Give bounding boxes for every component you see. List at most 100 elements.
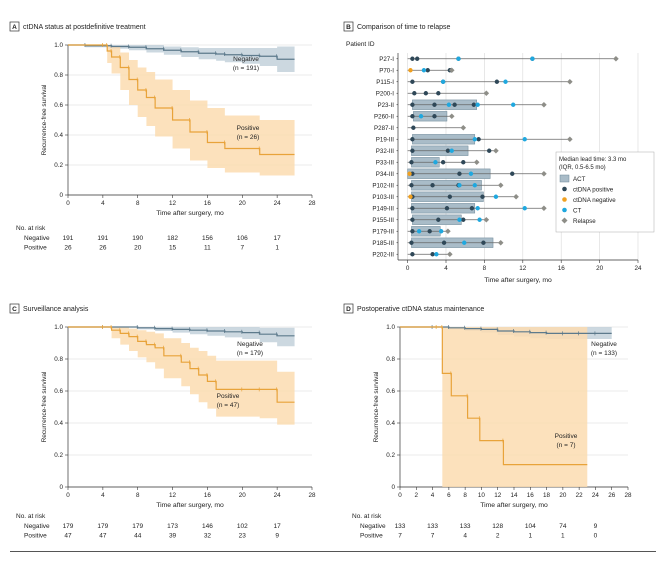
- x-tick-label: 20: [239, 200, 247, 207]
- km-curve-negative: [68, 44, 295, 60]
- legend-label: Relapse: [573, 218, 596, 225]
- x-tick-label: 8: [136, 200, 140, 207]
- relapse-marker: [567, 78, 573, 85]
- risk-count: 133: [395, 523, 406, 530]
- y-tick-label: 1.0: [54, 324, 63, 331]
- panel-letter: A: [12, 24, 17, 31]
- panel-title: ctDNA status at postdefinitive treatment: [23, 24, 146, 31]
- ctdna-positive-dot: [410, 79, 415, 84]
- legend-act-swatch: [559, 174, 570, 183]
- x-tick-label: 2: [415, 492, 419, 499]
- patient-label: P19-III: [376, 137, 395, 144]
- risk-count: 44: [134, 533, 142, 540]
- ctdna-positive-dot: [410, 114, 415, 119]
- ct-dot: [472, 183, 477, 188]
- risk-count: 128: [492, 523, 503, 530]
- km-curve-negative: [400, 326, 612, 334]
- x-tick-label: 8: [136, 492, 140, 499]
- series-label-negative: Negative: [591, 341, 617, 348]
- patient-label: P260-II: [374, 114, 394, 121]
- y-tick-label: 0.2: [54, 162, 63, 169]
- series-label-positive: Positive: [217, 393, 240, 400]
- risk-count: 104: [525, 523, 536, 530]
- y-tick-label: 0.4: [54, 132, 63, 139]
- ctdna-positive-dot: [427, 229, 432, 234]
- relapse-marker: [541, 101, 547, 108]
- ctdna-positive-dot: [410, 206, 415, 211]
- ctdna-positive-dot: [410, 56, 415, 61]
- risk-count: 173: [167, 523, 178, 530]
- risk-count: 47: [99, 533, 107, 540]
- y-tick-label: 1.0: [386, 324, 395, 331]
- ctdna-positive-dot: [510, 171, 515, 176]
- relapse-marker: [541, 170, 547, 177]
- risk-count: 1: [528, 533, 532, 540]
- relapse-marker: [447, 251, 453, 258]
- y-tick-label: 0.8: [386, 356, 395, 363]
- panel-letter: C: [12, 306, 17, 313]
- x-tick-label: 24: [274, 200, 282, 207]
- legend-label: ACT: [573, 176, 586, 183]
- km-panel-c: C Surveillance analysis 0 0.2 0.4 0.6 0.8 1.0 0 4…: [9, 303, 316, 540]
- ctdna-positive-dot: [430, 252, 435, 257]
- relapse-marker: [567, 136, 573, 143]
- patient-label: P102-III: [372, 183, 394, 190]
- relapse-marker: [613, 55, 619, 62]
- risk-count: 4: [463, 533, 467, 540]
- y-tick-label: 1.0: [54, 42, 63, 49]
- risk-count: 106: [237, 235, 248, 242]
- y-tick-label: 0.6: [386, 388, 395, 395]
- ctdna-positive-dot: [412, 91, 417, 96]
- risk-count: 1: [561, 533, 565, 540]
- km-curve-negative: [68, 326, 295, 337]
- risk-count: 9: [275, 533, 279, 540]
- x-tick-label: 12: [494, 492, 502, 499]
- risk-count: 26: [64, 245, 72, 252]
- risk-count: 15: [169, 245, 177, 252]
- risk-count: 146: [202, 523, 213, 530]
- ci-band-positive: [68, 45, 295, 176]
- ctdna-positive-dot: [409, 160, 414, 165]
- series-n-negative: (n = 179): [237, 350, 263, 357]
- relapse-marker: [460, 124, 467, 131]
- risk-count: 7: [240, 245, 244, 252]
- series-n-negative: (n = 133): [591, 350, 617, 357]
- risk-count: 1: [275, 245, 279, 252]
- y-tick-label: 0.6: [54, 102, 63, 109]
- ctdna-positive-dot: [452, 102, 457, 107]
- legend-box: [555, 151, 655, 233]
- patient-label: P70-I: [379, 68, 394, 75]
- x-tick-label: 4: [101, 200, 105, 207]
- series-n-positive: (n = 26): [237, 134, 260, 141]
- relapse-marker: [541, 205, 547, 212]
- risk-row-label: Negative: [360, 523, 386, 530]
- series-label-negative: Negative: [233, 56, 259, 63]
- km-panel-d: D Postoperative ctDNA status maintenance 0…: [343, 303, 632, 540]
- ctdna-positive-dot: [432, 102, 437, 107]
- ctdna-positive-dot: [461, 217, 466, 222]
- ct-dot: [434, 252, 439, 257]
- ci-band-negative: [68, 45, 295, 72]
- risk-count: 102: [237, 523, 248, 530]
- y-tick-label: 0: [59, 484, 63, 491]
- risk-count: 17: [274, 523, 282, 530]
- relapse-marker: [497, 182, 504, 189]
- risk-count: 133: [460, 523, 471, 530]
- risk-count: 74: [559, 523, 567, 530]
- relapse-marker: [473, 159, 480, 166]
- ct-dot: [439, 229, 444, 234]
- ctdna-positive-dot: [425, 68, 430, 73]
- x-tick-label: 6: [447, 492, 451, 499]
- ctdna-positive-dot: [445, 148, 451, 153]
- risk-count: 7: [431, 533, 435, 540]
- patient-label: P27-I: [379, 56, 394, 63]
- ctdna-positive-dot: [410, 252, 415, 257]
- panel-title: Postoperative ctDNA status maintenance: [357, 306, 484, 313]
- ct-dot: [449, 148, 454, 153]
- km-curve-positive: [68, 44, 295, 156]
- ct-dot: [446, 102, 452, 107]
- ct-dot: [522, 206, 527, 211]
- x-tick-label: 8: [483, 265, 487, 272]
- ctdna-positive-dot: [436, 91, 441, 96]
- risk-count: 179: [132, 523, 143, 530]
